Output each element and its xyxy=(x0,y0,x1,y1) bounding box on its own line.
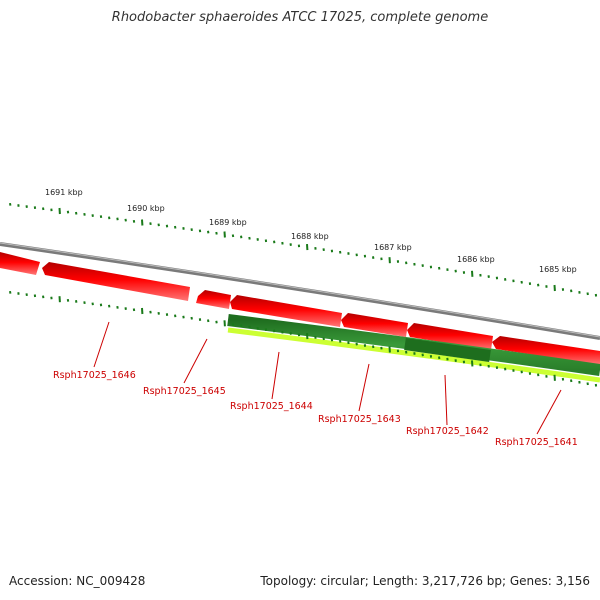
genome-backbone xyxy=(0,242,600,340)
gene-arrow-1646[interactable] xyxy=(42,262,190,301)
leader-line xyxy=(358,363,370,412)
accession-text: Accession: NC_009428 xyxy=(9,574,146,588)
gene-labels: Rsph17025_1646 Rsph17025_1645 Rsph17025_… xyxy=(53,370,578,448)
gene-arrow-1643[interactable] xyxy=(341,313,408,337)
reverse-track-light xyxy=(227,327,600,383)
forward-genes xyxy=(0,252,600,365)
leader-line xyxy=(93,321,110,368)
scale-label: 1688 kbp xyxy=(291,232,329,241)
scale-label: 1689 kbp xyxy=(209,218,247,227)
genome-summary-text: Topology: circular; Length: 3,217,726 bp… xyxy=(260,574,590,588)
backbone-highlight xyxy=(0,242,600,338)
scale-label: 1685 kbp xyxy=(539,265,577,274)
scale-ticks-lower xyxy=(9,290,598,387)
gene-arrow-1645[interactable] xyxy=(196,290,231,309)
leader-line xyxy=(444,374,448,426)
gene-label[interactable]: Rsph17025_1641 xyxy=(495,437,578,448)
gene-label[interactable]: Rsph17025_1645 xyxy=(143,386,226,397)
gene-arrow-1644[interactable] xyxy=(230,295,342,327)
gene-label[interactable]: Rsph17025_1644 xyxy=(230,401,313,412)
scale-label: 1686 kbp xyxy=(457,255,495,264)
gene-label[interactable]: Rsph17025_1643 xyxy=(318,414,401,425)
reverse-track-seg2[interactable] xyxy=(404,338,491,362)
gene-label[interactable]: Rsph17025_1646 xyxy=(53,370,136,381)
gene-arrow-1641[interactable] xyxy=(492,336,600,365)
scale-label: 1691 kbp xyxy=(45,188,83,197)
map-title: Rhodobacter sphaeroides ATCC 17025, comp… xyxy=(111,10,489,25)
scale-labels: 1691 kbp 1690 kbp 1689 kbp 1688 kbp 1687… xyxy=(45,188,577,274)
scale-label: 1687 kbp xyxy=(374,243,412,252)
gene-arrow-1647[interactable] xyxy=(0,252,40,275)
gene-arrow-1642[interactable] xyxy=(407,323,493,350)
label-leaders xyxy=(93,321,562,435)
reverse-genes xyxy=(227,314,600,383)
leader-line xyxy=(536,389,562,435)
gene-label[interactable]: Rsph17025_1642 xyxy=(406,426,489,437)
scale-ticks-upper xyxy=(9,202,598,297)
leader-line xyxy=(271,351,280,400)
leader-line xyxy=(183,338,208,384)
scale-label: 1690 kbp xyxy=(127,204,165,213)
